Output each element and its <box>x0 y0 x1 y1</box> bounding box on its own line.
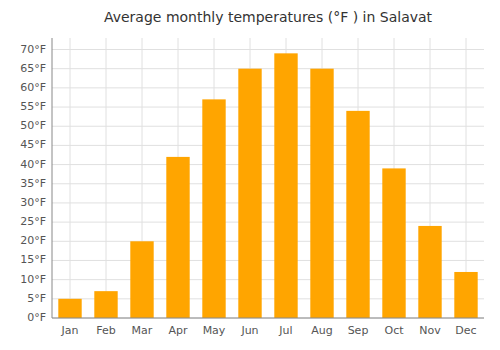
bars <box>58 53 477 318</box>
bar <box>382 168 405 318</box>
x-tick-label: Feb <box>96 324 115 337</box>
y-tick-label: 45°F <box>20 138 46 151</box>
y-grid-line <box>52 126 484 127</box>
y-tick-label: 10°F <box>20 273 46 286</box>
bar <box>58 299 81 318</box>
y-grid-line <box>52 87 484 88</box>
y-tick-label: 35°F <box>20 177 46 190</box>
x-tick-label: Jun <box>240 324 258 337</box>
x-axis-line <box>52 318 484 319</box>
bar <box>346 111 369 318</box>
bar <box>130 241 153 318</box>
x-grid-line <box>106 38 107 318</box>
y-tick-label: 50°F <box>20 119 46 132</box>
x-tick-label: Nov <box>419 324 441 337</box>
y-tick-label: 40°F <box>20 158 46 171</box>
x-tick-label: Jul <box>278 324 292 337</box>
x-tick-label: Mar <box>132 324 153 337</box>
y-tick-label: 25°F <box>20 215 46 228</box>
bar <box>202 99 225 318</box>
x-tick-label: Sep <box>348 324 369 337</box>
y-grid-line <box>52 68 484 69</box>
y-tick-label: 0°F <box>27 311 46 324</box>
bar <box>94 291 117 318</box>
y-grid-line <box>52 318 484 319</box>
y-grid-line <box>52 107 484 108</box>
bar <box>418 226 441 318</box>
y-tick-label: 70°F <box>20 43 46 56</box>
bar <box>274 53 297 318</box>
y-grid-line <box>52 49 484 50</box>
bar <box>166 157 189 318</box>
y-tick-label: 15°F <box>20 253 46 266</box>
bar <box>238 69 261 318</box>
y-grid-line <box>52 202 484 203</box>
x-tick-label: Apr <box>168 324 188 337</box>
x-tick-label: Jan <box>61 324 79 337</box>
y-tick-label: 60°F <box>20 81 46 94</box>
x-grid-line <box>70 38 71 318</box>
x-tick-label: Dec <box>455 324 476 337</box>
y-tick-label: 30°F <box>20 196 46 209</box>
y-tick-label: 55°F <box>20 100 46 113</box>
y-grid-line <box>52 145 484 146</box>
y-grid-line <box>52 164 484 165</box>
bar <box>310 69 333 318</box>
bar <box>454 272 477 318</box>
chart-svg: Average monthly temperatures (°F ) in Sa… <box>0 0 500 350</box>
grid <box>52 38 484 318</box>
y-grid-line <box>52 183 484 184</box>
x-tick-label: Oct <box>384 324 404 337</box>
x-tick-label: May <box>203 324 226 337</box>
y-tick-label: 5°F <box>27 292 46 305</box>
y-tick-label: 65°F <box>20 62 46 75</box>
y-grid-line <box>52 222 484 223</box>
y-axis-line <box>52 38 53 318</box>
chart-container: Average monthly temperatures (°F ) in Sa… <box>0 0 500 350</box>
x-tick-label: Aug <box>311 324 332 337</box>
y-tick-label: 20°F <box>20 234 46 247</box>
chart-title: Average monthly temperatures (°F ) in Sa… <box>104 9 433 25</box>
